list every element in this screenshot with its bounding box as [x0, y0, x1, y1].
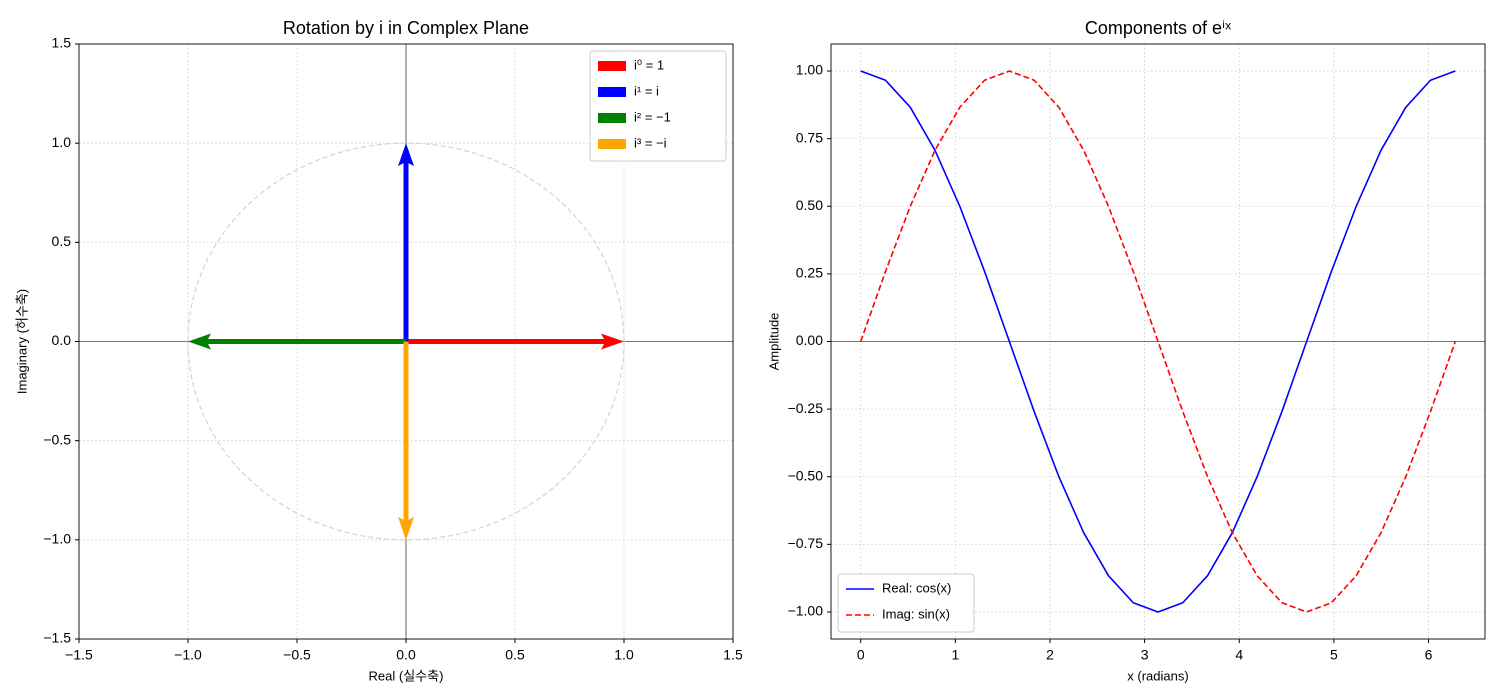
x-tick-label: 1.5: [723, 647, 743, 663]
plot-frame: [830, 43, 1486, 640]
legend-swatch: [598, 87, 626, 97]
legend: i⁰ = 1 i¹ = i i² = −1 i³ = −i: [589, 50, 727, 162]
y-tick-label: −1.00: [788, 603, 824, 619]
arrow: [398, 143, 414, 342]
y-tick-label: −0.50: [788, 467, 824, 483]
x-tick-label: −1.5: [65, 647, 93, 663]
arrow: [406, 333, 624, 350]
y-tick-label: −1.0: [43, 531, 71, 547]
series-line: [860, 70, 1456, 613]
legend: Real: cos(x) Imag: sin(x): [837, 573, 975, 633]
y-tick-label: 1.0: [52, 134, 72, 150]
legend-label: Real: cos(x): [882, 580, 951, 595]
y-axis-label: Amplitude: [766, 313, 781, 371]
y-axis-label: Imaginary (허수축): [14, 289, 29, 394]
legend-label: i³ = −i: [634, 135, 667, 150]
y-tick-label: −0.5: [43, 431, 71, 447]
series-line: [859, 70, 1457, 613]
x-tick-label: 0.5: [505, 647, 525, 663]
x-tick-label: −0.5: [283, 647, 311, 663]
arrow: [398, 341, 414, 540]
x-tick-label: 6: [1425, 647, 1433, 663]
y-tick-label: 1.5: [52, 35, 72, 51]
legend-swatch: [598, 61, 626, 71]
legend-swatch: [598, 113, 626, 123]
y-tick-label: 0.5: [52, 233, 72, 249]
y-tick-label: 0.0: [52, 332, 72, 348]
x-tick-label: 3: [1141, 647, 1149, 663]
x-tick-label: 2: [1046, 647, 1054, 663]
legend-swatch: [598, 139, 626, 149]
x-tick-label: 5: [1330, 647, 1338, 663]
y-tick-label: −0.75: [788, 535, 824, 551]
x-tick-label: −1.0: [174, 647, 202, 663]
x-tick-label: 0.0: [396, 647, 416, 663]
y-tick-label: 0.75: [796, 129, 823, 145]
chart-title: Components of eⁱˣ: [1085, 18, 1231, 38]
legend-label: Imag: sin(x): [882, 606, 950, 621]
arrow: [188, 333, 406, 350]
x-tick-label: 4: [1235, 647, 1243, 663]
chart-title: Rotation by i in Complex Plane: [283, 18, 529, 38]
y-tick-label: 1.00: [796, 62, 823, 78]
legend-label: i⁰ = 1: [634, 57, 664, 72]
y-tick-label: −0.25: [788, 400, 824, 416]
legend-box: [589, 50, 727, 162]
y-tick-label: 0.50: [796, 197, 823, 213]
x-axis-label: x (radians): [1127, 668, 1188, 683]
y-tick-label: 0.00: [796, 332, 823, 348]
x-tick-label: 0: [857, 647, 865, 663]
legend-label: i¹ = i: [634, 83, 659, 98]
x-axis-label: Real (실수축): [369, 668, 444, 683]
x-tick-label: 1: [951, 647, 959, 663]
y-tick-label: 0.25: [796, 265, 823, 281]
y-tick-label: −1.5: [43, 630, 71, 646]
plot-frame: [78, 43, 734, 640]
x-tick-label: 1.0: [614, 647, 634, 663]
legend-label: i² = −1: [634, 109, 671, 124]
